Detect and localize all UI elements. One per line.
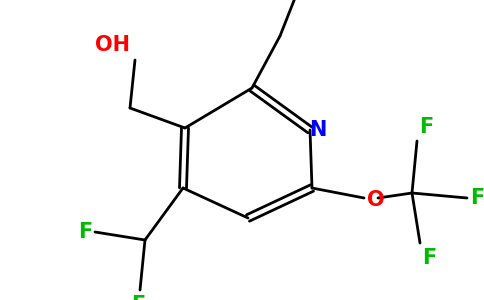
Text: OH: OH (95, 35, 130, 55)
Text: F: F (470, 188, 484, 208)
Text: F: F (422, 248, 436, 268)
Text: F: F (131, 295, 145, 300)
Text: F: F (78, 222, 92, 242)
Text: N: N (309, 120, 327, 140)
Text: O: O (367, 190, 385, 210)
Text: F: F (419, 117, 433, 137)
